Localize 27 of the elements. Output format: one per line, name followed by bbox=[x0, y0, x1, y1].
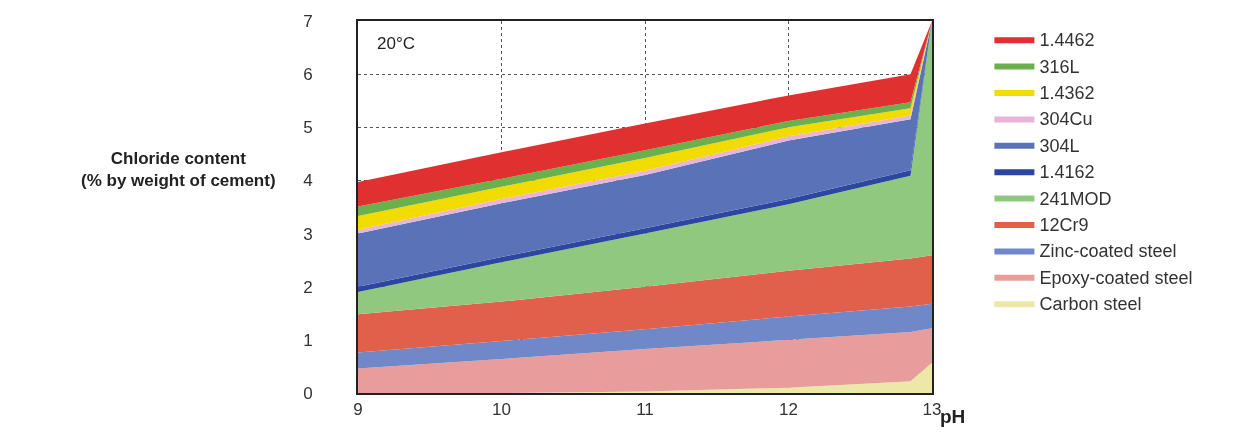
y-tick-label: 0 bbox=[303, 383, 313, 403]
x-axis-title: pH bbox=[940, 406, 966, 427]
y-tick-label: 1 bbox=[303, 330, 313, 350]
y-tick-label: 7 bbox=[303, 11, 313, 31]
x-tick-label: 12 bbox=[779, 400, 798, 420]
y-tick-label: 2 bbox=[303, 277, 313, 297]
y-tick-label: 6 bbox=[303, 65, 313, 85]
x-tick-label: 9 bbox=[353, 400, 363, 420]
legend-label: 304L bbox=[1039, 135, 1080, 156]
x-tick-label: 11 bbox=[636, 400, 654, 420]
legend-label: Epoxy-coated steel bbox=[1039, 267, 1193, 288]
legend-label: Zinc-coated steel bbox=[1039, 241, 1177, 262]
y-tick-label: 3 bbox=[303, 224, 313, 244]
y-tick-label: 5 bbox=[303, 118, 313, 138]
annotation: 20°C bbox=[377, 34, 415, 53]
x-tick-label: 13 bbox=[922, 400, 942, 420]
legend-label: 1.4462 bbox=[1039, 30, 1095, 51]
legend-label: Carbon steel bbox=[1039, 294, 1142, 315]
legend-label: 1.4162 bbox=[1039, 162, 1095, 183]
legend-label: 304Cu bbox=[1039, 109, 1093, 130]
legend-label: 241MOD bbox=[1039, 188, 1112, 209]
legend-label: 1.4362 bbox=[1039, 83, 1095, 104]
y-axis-title: Chloride content (% by weight of cement) bbox=[81, 149, 276, 191]
legend-label: 316L bbox=[1039, 56, 1080, 77]
x-tick-label: 10 bbox=[492, 400, 511, 420]
y-tick-label: 4 bbox=[303, 171, 313, 191]
legend-label: 12Cr9 bbox=[1039, 215, 1089, 236]
